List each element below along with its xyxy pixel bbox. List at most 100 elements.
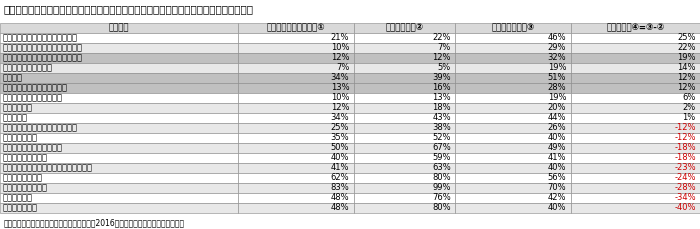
Bar [354,93,455,103]
Bar [354,193,455,203]
Bar [570,43,700,53]
Text: -40%: -40% [674,204,696,213]
Bar [354,53,455,63]
Bar [354,173,455,183]
Text: 16%: 16% [432,83,451,93]
Bar [570,163,700,173]
Bar [570,93,700,103]
Text: 56%: 56% [547,173,566,183]
Text: 43%: 43% [432,113,451,123]
Text: 日本の歴史・伝統文化体験: 日本の歴史・伝統文化体験 [3,143,63,153]
Text: 5%: 5% [438,63,451,72]
Text: 21%: 21% [331,33,349,42]
Bar [0,23,238,33]
Bar [0,143,238,153]
Text: -34%: -34% [674,194,696,202]
Text: 19%: 19% [678,53,696,63]
Text: 34%: 34% [330,113,349,123]
Text: 日本の酒を飲むこと（日本酒・焼酎等）: 日本の酒を飲むこと（日本酒・焼酎等） [3,164,93,172]
Text: 18%: 18% [432,104,451,112]
Bar [354,163,455,173]
Bar [455,63,570,73]
Bar [455,203,570,213]
Text: 7%: 7% [336,63,349,72]
Text: スポーツ観戦（相撲・サッカー等）: スポーツ観戦（相撲・サッカー等） [3,44,83,52]
Text: 63%: 63% [432,164,451,172]
Bar [354,153,455,163]
Text: 50%: 50% [331,143,349,153]
Text: 映画・アニメ縁の地を訪問: 映画・アニメ縁の地を訪問 [3,93,63,102]
Text: -24%: -24% [674,173,696,183]
Bar [0,133,238,143]
Bar [570,103,700,113]
Text: 48%: 48% [330,194,349,202]
Text: 10%: 10% [331,93,349,102]
Bar [0,63,238,73]
Bar [455,53,570,63]
Text: 日本の日常生活体験: 日本の日常生活体験 [3,153,48,162]
Bar [455,113,570,123]
Text: 42%: 42% [548,194,566,202]
Text: 40%: 40% [548,164,566,172]
Text: 19%: 19% [548,93,566,102]
Bar [0,83,238,93]
Text: 20%: 20% [548,104,566,112]
Text: ショッピング: ショッピング [3,194,33,202]
Bar [0,203,238,213]
Text: 繁華街の街歩き: 繁華街の街歩き [3,204,38,213]
Bar [238,203,354,213]
Bar [238,53,354,63]
Bar [570,183,700,193]
Bar [238,93,354,103]
Bar [455,173,570,183]
Text: 49%: 49% [548,143,566,153]
Bar [238,103,354,113]
Text: 38%: 38% [432,123,451,132]
Text: 7%: 7% [438,44,451,52]
Text: 13%: 13% [432,93,451,102]
Bar [0,53,238,63]
Text: 12%: 12% [433,53,451,63]
Text: 70%: 70% [547,183,566,192]
Bar [455,23,570,33]
Text: 次回したいこと③: 次回したいこと③ [491,23,534,32]
Bar [455,93,570,103]
Text: （出所）観光庁「訪日外国人消費動向調査（2016年報告）」をもとに大和総研作成: （出所）観光庁「訪日外国人消費動向調査（2016年報告）」をもとに大和総研作成 [4,219,185,228]
Text: 1%: 1% [682,113,696,123]
Text: 40%: 40% [548,134,566,142]
Text: テーマパーク: テーマパーク [3,104,33,112]
Bar [570,53,700,63]
Text: 62%: 62% [330,173,349,183]
Text: 10%: 10% [331,44,349,52]
Bar [354,123,455,133]
Bar [0,173,238,183]
Text: 温泉入浴: 温泉入浴 [3,74,23,82]
Text: 67%: 67% [432,143,451,153]
Text: スキー・スノーボード: スキー・スノーボード [3,63,52,72]
Text: 26%: 26% [547,123,566,132]
Text: 52%: 52% [433,134,451,142]
Text: 76%: 76% [432,194,451,202]
Bar [570,33,700,43]
Text: 28%: 28% [547,83,566,93]
Text: -18%: -18% [674,143,696,153]
Text: 40%: 40% [548,204,566,213]
Text: 51%: 51% [548,74,566,82]
Bar [354,113,455,123]
Bar [570,203,700,213]
Bar [354,43,455,53]
Text: 期待上昇幅④=③-②: 期待上昇幅④=③-② [606,23,664,32]
Text: -28%: -28% [674,183,696,192]
Bar [354,63,455,73]
Bar [238,43,354,53]
Bar [0,73,238,83]
Text: 12%: 12% [678,74,696,82]
Text: 今回したこと②: 今回したこと② [385,23,424,32]
Bar [570,83,700,93]
Text: 32%: 32% [547,53,566,63]
Text: -12%: -12% [674,134,696,142]
Bar [455,103,570,113]
Text: 2%: 2% [682,104,696,112]
Bar [570,133,700,143]
Text: 旅館に宿泊: 旅館に宿泊 [3,113,28,123]
